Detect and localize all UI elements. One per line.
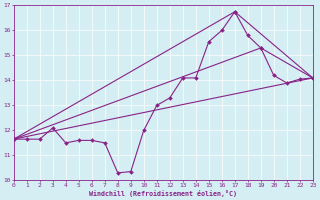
X-axis label: Windchill (Refroidissement éolien,°C): Windchill (Refroidissement éolien,°C)	[89, 190, 237, 197]
